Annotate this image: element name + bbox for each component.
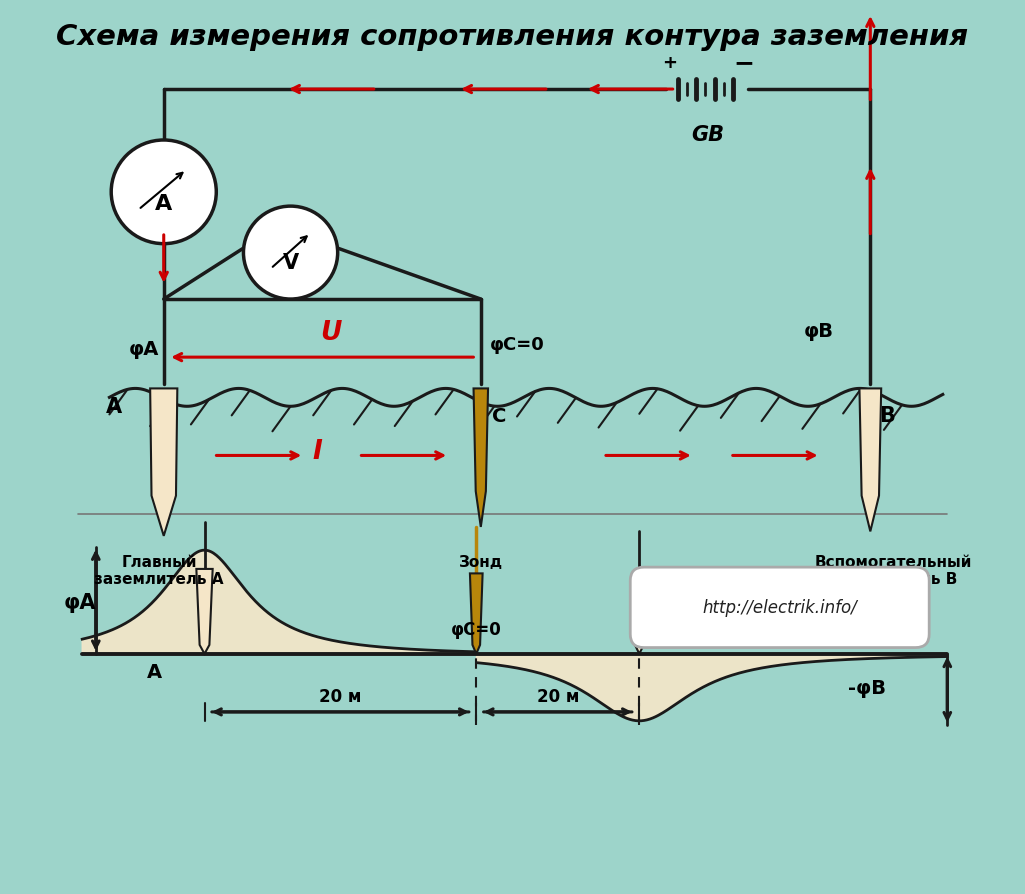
- Text: GB: GB: [691, 124, 724, 145]
- Text: V: V: [283, 252, 298, 272]
- Text: 20 м: 20 м: [319, 687, 362, 705]
- Text: Главный
заземлитель A: Главный заземлитель A: [94, 554, 224, 586]
- Text: φA: φA: [129, 340, 159, 358]
- Text: φC=0: φC=0: [451, 620, 501, 638]
- Text: http://electrik.info/: http://electrik.info/: [702, 599, 857, 617]
- Text: Вспомогательный
заземлитель B: Вспомогательный заземлитель B: [814, 554, 972, 586]
- Text: C: C: [492, 406, 506, 426]
- Circle shape: [244, 207, 337, 299]
- Text: I: I: [313, 438, 323, 465]
- Text: φC=0: φC=0: [490, 335, 544, 353]
- Text: −: −: [733, 51, 754, 75]
- Circle shape: [111, 141, 216, 244]
- Text: A: A: [155, 193, 172, 214]
- Polygon shape: [82, 551, 475, 654]
- Polygon shape: [859, 389, 882, 532]
- Polygon shape: [474, 389, 488, 527]
- Text: φA: φA: [64, 593, 95, 612]
- Polygon shape: [477, 654, 947, 721]
- Polygon shape: [632, 578, 647, 654]
- Text: B: B: [649, 622, 663, 641]
- Text: A: A: [148, 662, 162, 681]
- Text: U: U: [321, 320, 342, 346]
- Text: 20 м: 20 м: [537, 687, 579, 705]
- Text: B: B: [879, 406, 895, 426]
- Text: φB: φB: [804, 322, 834, 341]
- Text: +: +: [662, 55, 676, 72]
- Polygon shape: [197, 569, 212, 654]
- Polygon shape: [150, 389, 177, 536]
- Text: Зонд: Зонд: [459, 554, 503, 569]
- FancyBboxPatch shape: [630, 568, 930, 648]
- Text: A: A: [106, 397, 122, 417]
- Text: -φB: -φB: [848, 678, 886, 697]
- Text: Схема измерения сопротивления контура заземления: Схема измерения сопротивления контура за…: [56, 23, 969, 51]
- Polygon shape: [469, 574, 483, 654]
